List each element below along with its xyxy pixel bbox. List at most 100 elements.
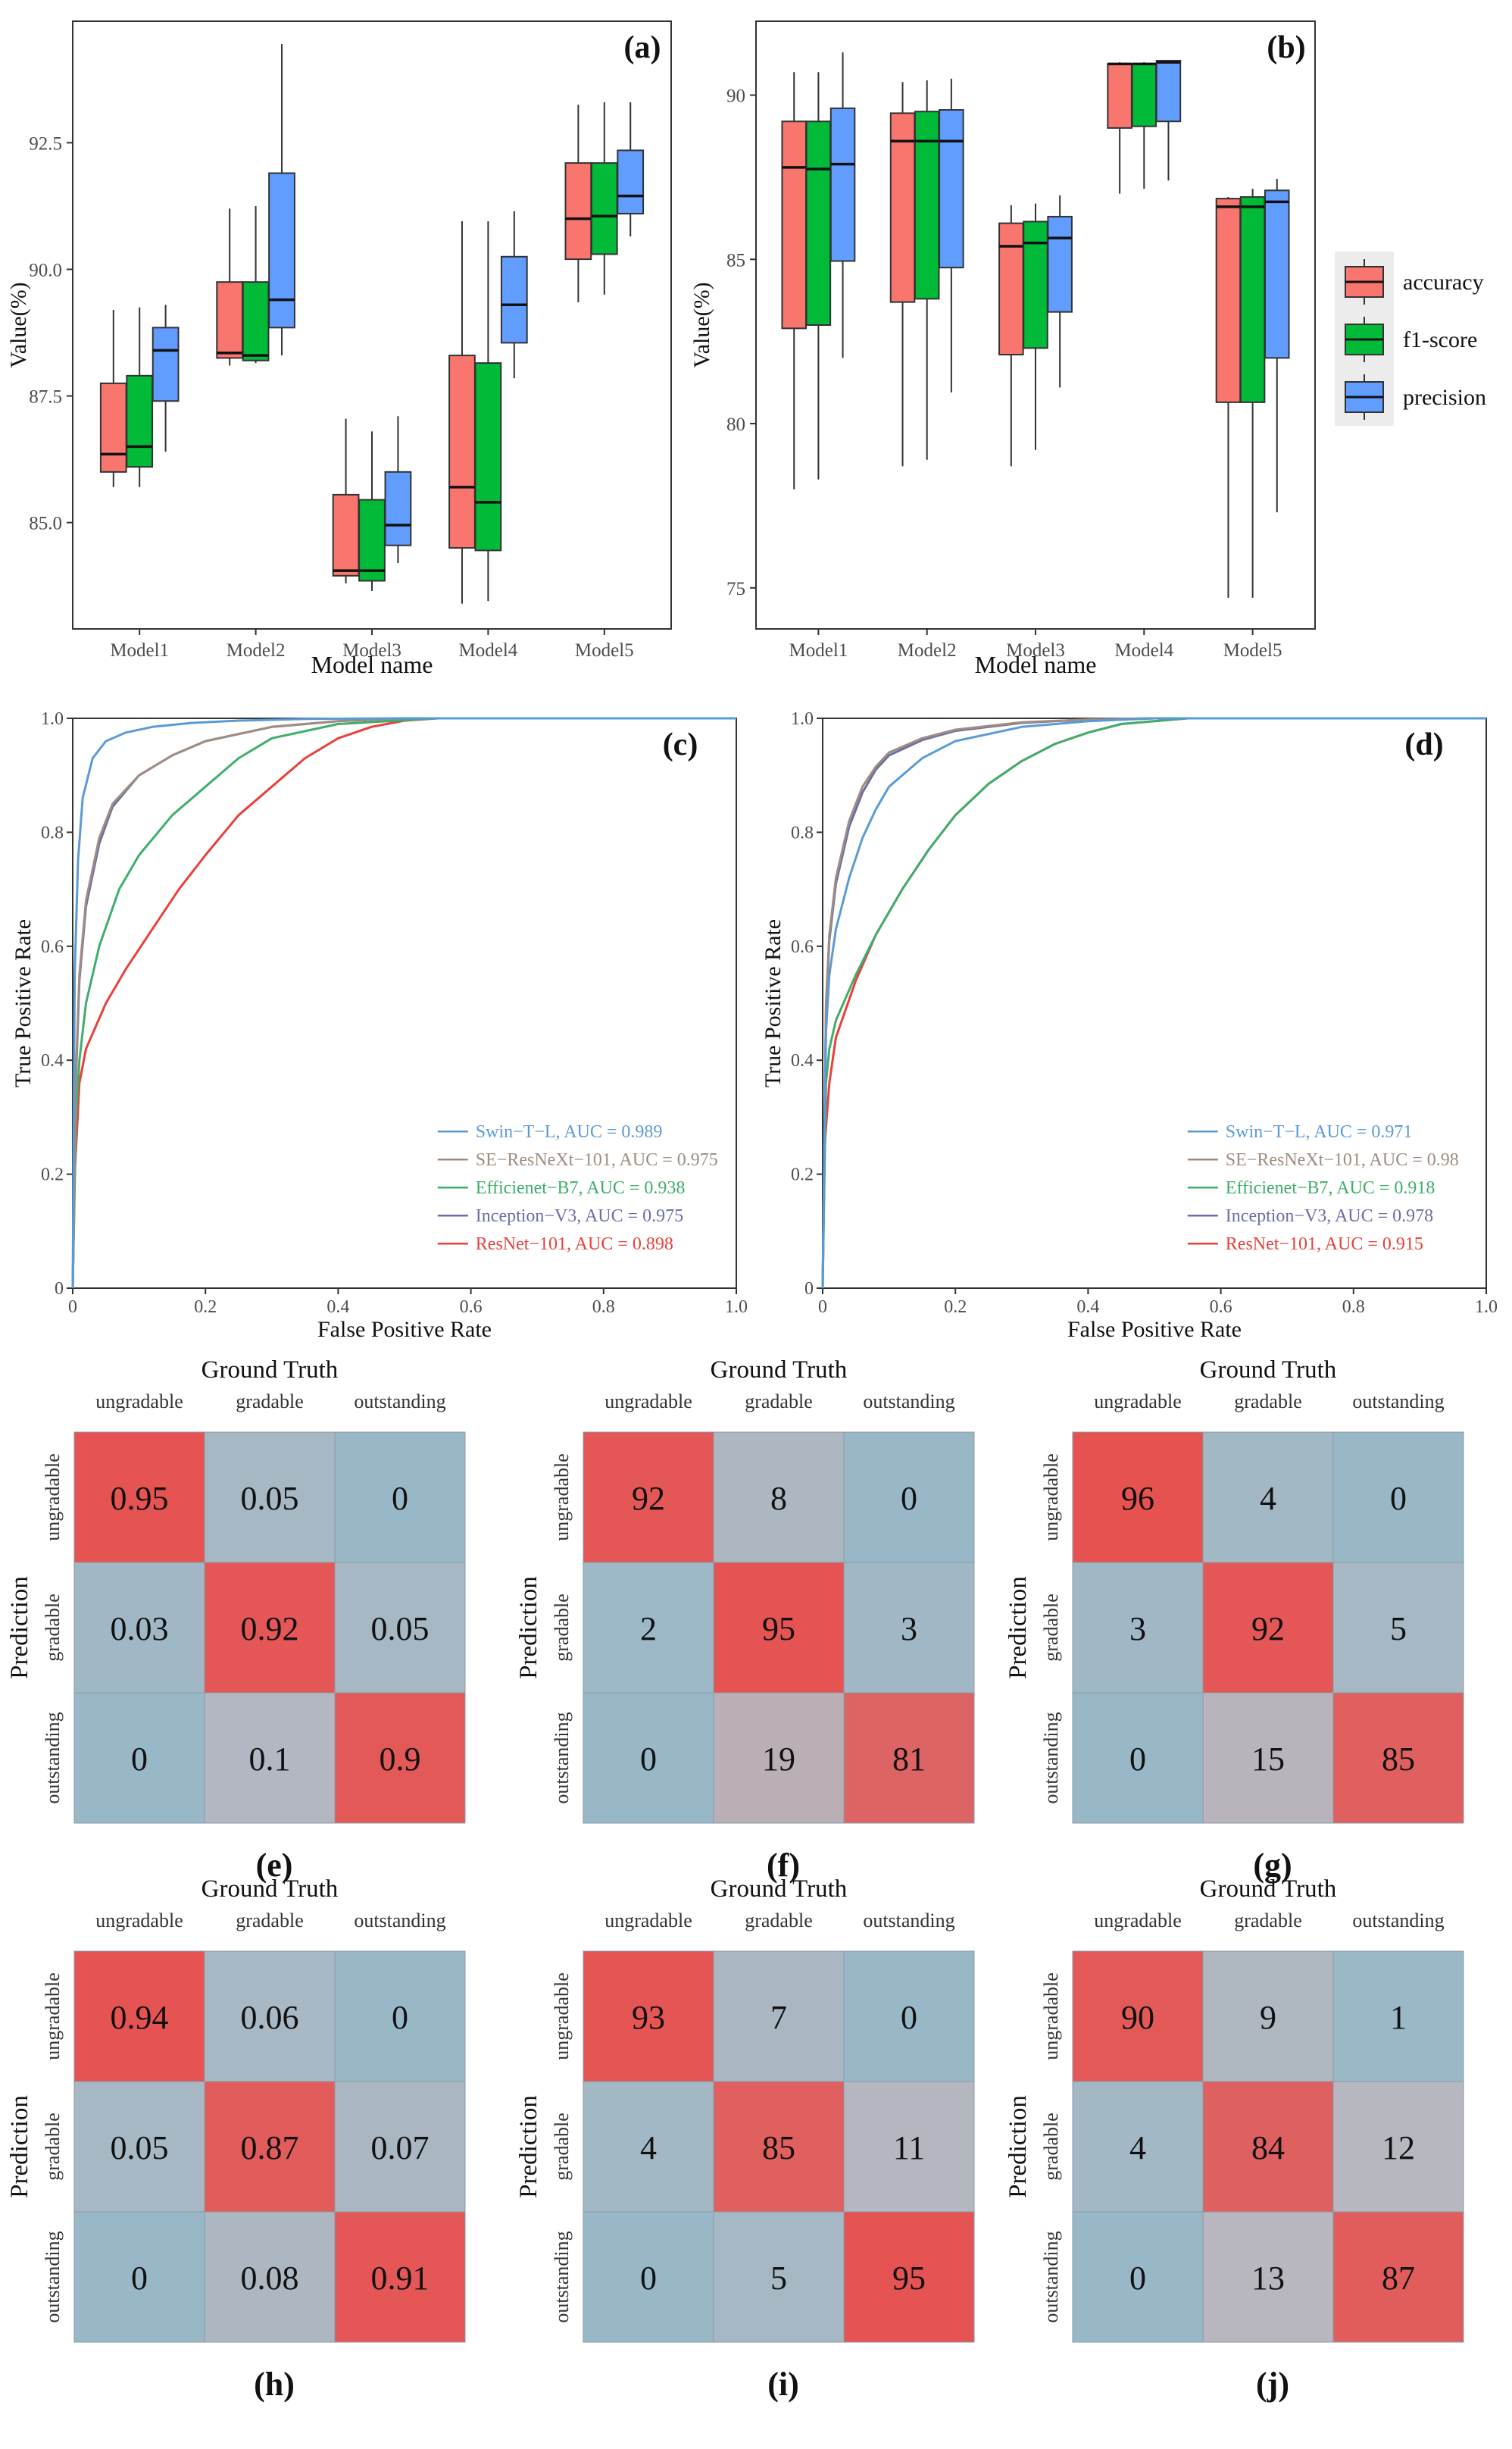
confusion-matrix-i: Ground Truth ungradable gradable outstandin…: [515, 1875, 975, 2403]
y-tick-label: 80: [726, 414, 745, 435]
matrix-cell: [583, 1950, 714, 2082]
row-label: gradable: [1040, 2113, 1062, 2181]
box-accuracy: [1215, 198, 1242, 403]
panel-label: (f): [767, 1847, 800, 1884]
row-label: ungradable: [1040, 1972, 1062, 2060]
column-label: outstanding: [1352, 1909, 1444, 1931]
cell-value: 95: [762, 1610, 795, 1647]
cell-value: 87: [1382, 2260, 1415, 2297]
cell-value: 9: [1260, 1999, 1276, 2036]
column-label: gradable: [745, 1909, 813, 1931]
matrix-cell: [1332, 2081, 1464, 2213]
y-tick-label: 87.5: [29, 387, 62, 408]
matrix-cell: [334, 1562, 466, 1694]
legend-label: f1-score: [1403, 327, 1477, 352]
legend-label: ResNet−101, AUC = 0.915: [1226, 1234, 1423, 1254]
matrix-cell: [1072, 2081, 1204, 2213]
cell-value: 4: [640, 2129, 657, 2166]
cell-value: 85: [762, 2129, 795, 2166]
prediction-axis-title: Prediction: [6, 2095, 33, 2198]
box-f1-score: [1131, 63, 1157, 127]
cell-value: 15: [1251, 1741, 1285, 1778]
x-axis-title: Model name: [311, 651, 433, 678]
row-label: ungradable: [42, 1453, 64, 1541]
column-label: ungradable: [604, 1390, 692, 1412]
roc-line-Swin−T−L: [71, 717, 736, 1289]
column-label: ungradable: [1094, 1390, 1182, 1412]
column-label: ungradable: [604, 1909, 692, 1931]
x-tick-label: 0.6: [1210, 1297, 1232, 1317]
y-tick-label: 0.4: [791, 1051, 814, 1071]
confusion-matrix-e: Ground Truth ungradable gradable outstandin…: [6, 1356, 466, 1884]
cell-value: 90: [1121, 1999, 1154, 2036]
cell-value: 0.9: [380, 1741, 421, 1778]
x-axis-title: Model name: [975, 651, 1097, 678]
matrix-cell: [843, 1562, 975, 1694]
box-accuracy: [1107, 63, 1132, 129]
cell-value: 3: [901, 1610, 917, 1647]
x-tick-label: Model4: [459, 640, 518, 661]
cell-value: 0.07: [371, 2129, 430, 2166]
matrix-title: Ground Truth: [201, 1875, 339, 1903]
cell-value: 0.08: [241, 2260, 299, 2297]
x-tick-label: Model1: [110, 640, 169, 661]
row-label: outstanding: [551, 1712, 573, 1803]
panel-label: (b): [1267, 30, 1305, 65]
roc-line-Swin−T−L: [821, 717, 1486, 1289]
box-precision: [152, 327, 180, 402]
cell-value: 5: [770, 2260, 787, 2297]
cell-value: 0: [392, 1480, 408, 1517]
matrix-cell: [1332, 1692, 1464, 1824]
matrix-cell: [73, 1431, 205, 1563]
box-f1-score: [242, 281, 270, 361]
x-tick-label: Model5: [575, 640, 634, 661]
x-tick-label: Model3: [342, 640, 401, 661]
matrix-cell: [334, 1950, 466, 2082]
prediction-axis-title: Prediction: [1004, 2095, 1032, 2198]
cell-value: 81: [892, 1741, 926, 1778]
box-f1-score: [126, 374, 154, 468]
cell-value: 13: [1251, 2260, 1285, 2297]
panel-label: (j): [1256, 2366, 1289, 2403]
cell-value: 12: [1382, 2129, 1415, 2166]
matrix-cell: [73, 1950, 205, 2082]
y-tick-label: 0.8: [41, 823, 64, 843]
confusion-matrix-g: Ground Truth ungradable gradable outstandin…: [1004, 1356, 1464, 1884]
roc-panel-d: 00 0.2 0.2 0.4 0.4 0.6 0.6 0.8 0.8 1.0 1.0 Swin−T−L…: [761, 709, 1498, 1342]
matrix-title: Ground Truth: [201, 1356, 339, 1384]
y-axis-title: Value(%): [6, 282, 31, 368]
matrix-cell: [843, 1431, 975, 1563]
row-label: gradable: [1040, 1594, 1062, 1662]
matrix-cell: [713, 2211, 845, 2343]
prediction-axis-title: Prediction: [6, 1576, 33, 1679]
cell-value: 0: [131, 1741, 148, 1778]
roc-line-Efficienet−B7: [71, 717, 736, 1289]
roc-line-SE−ResNeXt−101: [821, 717, 1486, 1289]
y-tick-label: 0.8: [791, 823, 814, 843]
panel-label: (g): [1253, 1847, 1292, 1884]
legend-label: Efficienet−B7, AUC = 0.938: [476, 1178, 686, 1198]
y-tick-label: 92.5: [29, 133, 62, 154]
x-tick-label: 0.8: [592, 1297, 615, 1317]
matrix-cell: [713, 1692, 845, 1824]
legend-label: Swin−T−L, AUC = 0.971: [1226, 1122, 1413, 1142]
panel-label: (a): [624, 30, 661, 65]
matrix-cell: [204, 1692, 336, 1824]
cell-value: 85: [1382, 1741, 1415, 1778]
column-label: ungradable: [95, 1390, 183, 1412]
roc-line-Inception−V3: [71, 717, 736, 1289]
matrix-cell: [843, 1950, 975, 2082]
legend-label: Inception−V3, AUC = 0.978: [1226, 1206, 1433, 1226]
prediction-axis-title: Prediction: [515, 1576, 542, 1679]
row-label: ungradable: [551, 1453, 573, 1541]
cell-value: 0.05: [371, 1610, 430, 1647]
matrix-cell: [1332, 1950, 1464, 2082]
cell-value: 0.92: [241, 1610, 299, 1647]
x-tick-label: Model4: [1114, 640, 1173, 661]
x-axis-title: False Positive Rate: [317, 1317, 492, 1342]
x-tick-label: Model2: [898, 640, 957, 661]
column-label: gradable: [236, 1909, 304, 1931]
matrix-cell: [1332, 2211, 1464, 2343]
cell-value: 0.94: [111, 1999, 169, 2036]
